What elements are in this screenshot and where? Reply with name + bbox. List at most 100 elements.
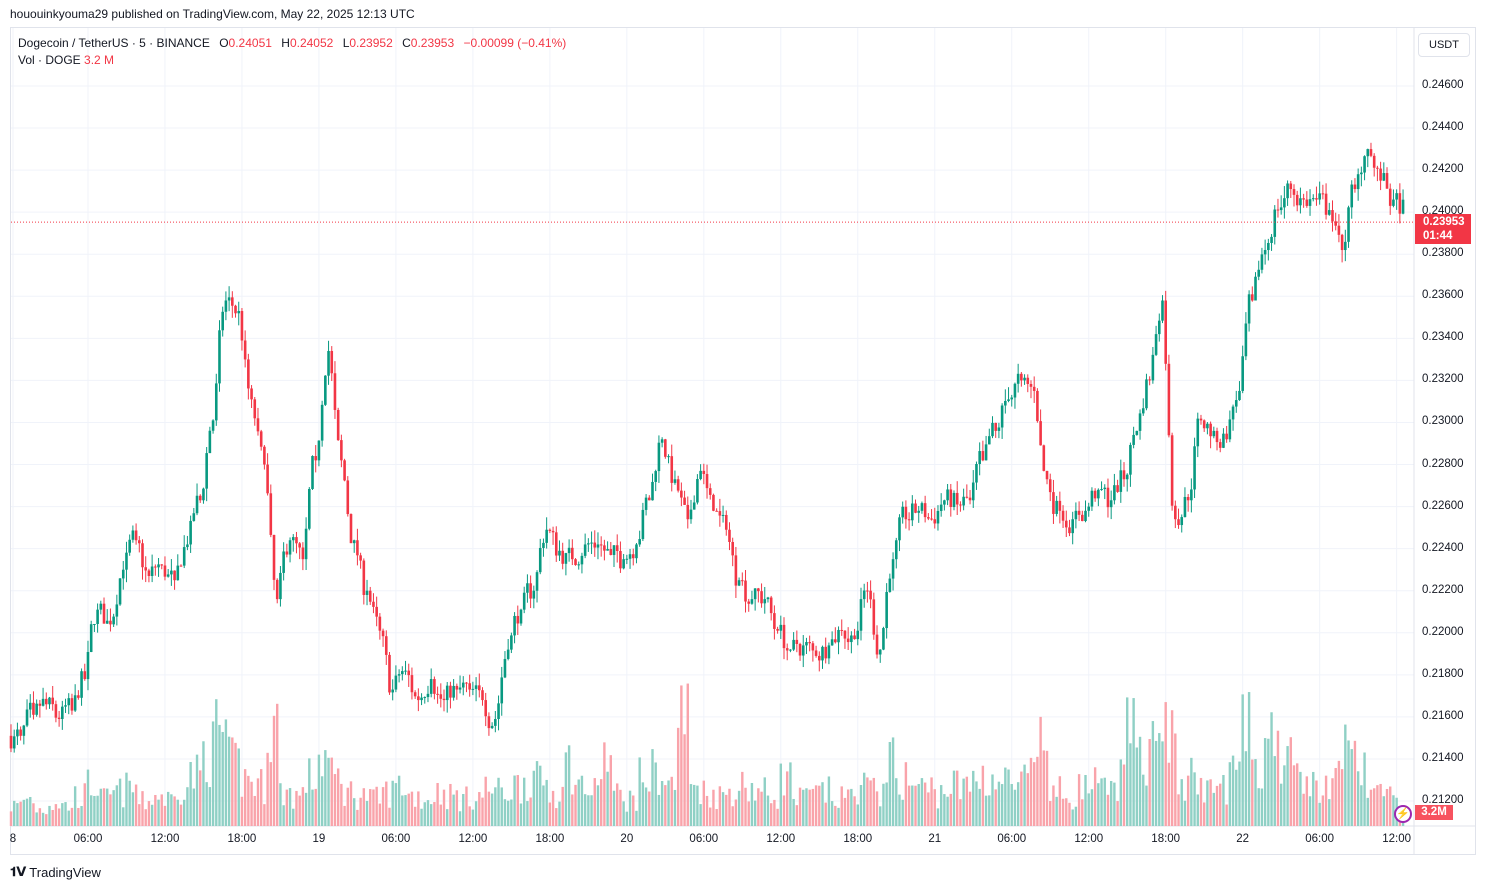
- volume-bar: [1161, 741, 1164, 826]
- volume-bar: [882, 783, 885, 826]
- volume-bar: [779, 763, 782, 826]
- volume-bar: [240, 796, 244, 826]
- candle-body: [1064, 520, 1068, 528]
- candle-body: [359, 555, 362, 561]
- volume-bar: [1135, 747, 1139, 826]
- volume-bar: [442, 789, 446, 826]
- volume-bar: [1190, 757, 1193, 826]
- volume-bar: [741, 771, 744, 826]
- candle-body: [782, 624, 786, 649]
- volume-bar: [1334, 767, 1337, 826]
- volume-bar: [821, 782, 824, 826]
- candle-body: [372, 601, 375, 607]
- volume-bar: [651, 749, 654, 826]
- candle-body: [571, 547, 574, 560]
- candle-body: [1052, 492, 1055, 514]
- volume-bar: [215, 699, 218, 826]
- volume-bar: [638, 757, 641, 826]
- candle-body: [615, 545, 619, 551]
- price-tick-label: 0.24600: [1422, 79, 1464, 91]
- volume-bar: [343, 805, 346, 826]
- candle-body: [404, 670, 407, 672]
- volume-bar: [205, 782, 208, 826]
- candle-body: [163, 565, 167, 577]
- candle-body: [352, 540, 356, 544]
- candle-body: [1385, 173, 1389, 189]
- volume-bar: [911, 785, 914, 826]
- volume-bar: [1045, 750, 1049, 826]
- volume-bar: [304, 792, 308, 826]
- candle-body: [721, 514, 725, 516]
- chart-frame[interactable]: [10, 27, 1476, 855]
- tradingview-brand[interactable]: 𝟏𝗩 TradingView: [10, 864, 101, 880]
- candle-body: [1023, 377, 1026, 381]
- candle-body: [384, 636, 388, 655]
- volume-bar: [1222, 775, 1225, 826]
- volume-bar: [349, 781, 353, 826]
- candle-body: [243, 340, 247, 360]
- time-tick-label: 18:00: [227, 833, 257, 845]
- candle-body: [529, 583, 532, 599]
- candle-body: [1228, 419, 1232, 440]
- volume-bar: [1199, 777, 1203, 826]
- symbol-title[interactable]: Dogecoin / TetherUS · 5 · BINANCE: [18, 36, 210, 50]
- candle-body: [471, 688, 475, 690]
- candle-body: [150, 566, 154, 576]
- candle-body: [157, 564, 160, 568]
- volume-bar: [102, 788, 106, 826]
- volume-bar: [1328, 799, 1331, 826]
- price-tick-label: 0.23600: [1422, 289, 1464, 302]
- volume-bar: [551, 790, 555, 826]
- candle-body: [1267, 242, 1270, 251]
- candle-body: [9, 735, 13, 749]
- candle-body: [211, 420, 215, 431]
- candle-body: [1090, 490, 1094, 507]
- volume-bar: [1302, 793, 1305, 826]
- candle-body: [773, 613, 776, 629]
- volume-bar: [1350, 749, 1353, 826]
- volume-bar: [426, 800, 430, 826]
- volume-bar: [481, 797, 484, 826]
- time-tick-label: 18:00: [843, 833, 873, 845]
- currency-button[interactable]: USDT: [1418, 33, 1470, 57]
- candle-body: [551, 530, 555, 533]
- volume-bar: [327, 757, 330, 826]
- volume-bar: [506, 800, 510, 826]
- volume-bar: [862, 772, 866, 826]
- volume-bar: [195, 754, 199, 826]
- candle-body: [1327, 210, 1331, 215]
- volume-bar: [939, 785, 943, 826]
- candle-body: [1186, 496, 1190, 501]
- volume-bar: [1289, 737, 1292, 826]
- candle-body: [789, 649, 792, 651]
- candle-body: [561, 550, 564, 564]
- last-price-badge: 0.23953 01:44: [1415, 214, 1471, 244]
- volume-bar: [1103, 777, 1106, 826]
- candle-body: [1376, 167, 1379, 169]
- volume-bar: [834, 805, 837, 826]
- candle-body: [269, 493, 273, 535]
- volume-bar: [1235, 769, 1238, 826]
- volume-bar: [837, 807, 840, 826]
- time-tick-label: 18:00: [535, 833, 565, 845]
- candle-body: [971, 482, 975, 501]
- candle-body: [731, 541, 734, 556]
- candle-body: [834, 639, 837, 643]
- lightning-icon[interactable]: ⚡: [1394, 805, 1412, 823]
- close-label: C: [402, 36, 411, 50]
- volume-bar: [930, 777, 933, 826]
- volume-bar: [891, 737, 895, 826]
- volume-bar: [972, 770, 975, 826]
- time-tick-label: 20: [620, 833, 634, 845]
- candle-body: [458, 687, 462, 690]
- candle-body: [1032, 386, 1036, 391]
- candle-body: [927, 517, 930, 519]
- volume-label[interactable]: Vol · DOGE: [18, 53, 81, 67]
- volume-bar: [41, 812, 45, 826]
- volume-bar: [555, 808, 558, 826]
- volume-bar: [1055, 796, 1058, 826]
- candle-body: [1109, 500, 1113, 508]
- candle-body: [182, 547, 186, 566]
- candle-body: [1225, 433, 1228, 440]
